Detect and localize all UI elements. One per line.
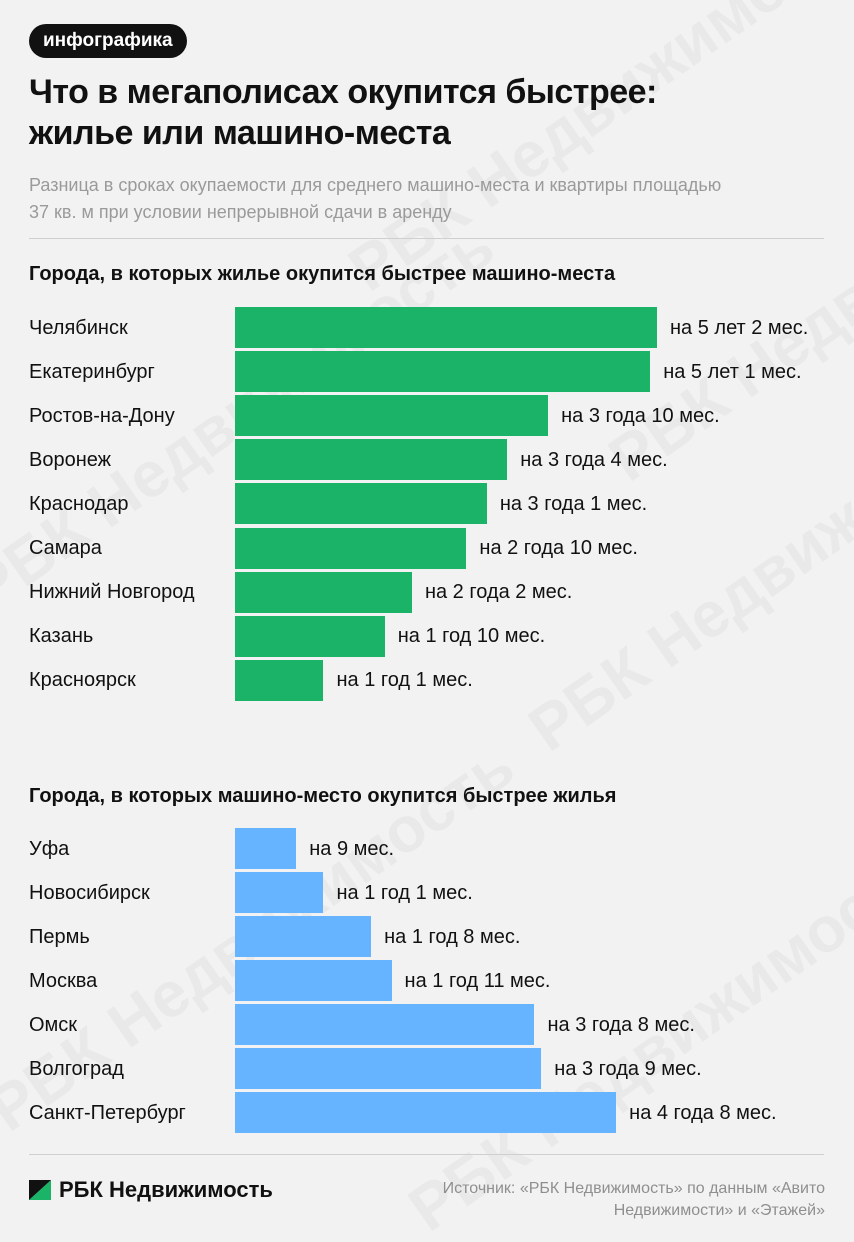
brand-name: РБК Недвижимость: [59, 1177, 273, 1202]
title-line-2: жилье или машино-места: [29, 114, 451, 152]
data-label: на 3 года 10 мес.: [561, 404, 720, 427]
bar: [235, 307, 657, 348]
bar: [235, 395, 549, 437]
logo-icon: [29, 1180, 51, 1200]
subtitle-line-2: 37 кв. м при условии непрерывной сдачи в…: [29, 202, 452, 222]
bar: [235, 571, 412, 613]
data-label: на 5 лет 1 мес.: [663, 360, 802, 383]
category-label: Нижний Новгород: [29, 581, 195, 604]
data-label: на 2 года 2 мес.: [424, 581, 573, 604]
data-label: на 1 год 8 мес.: [384, 925, 521, 948]
bar: [235, 828, 297, 869]
data-label: на 3 года 1 мес.: [499, 492, 648, 515]
category-tag: инфографика: [29, 24, 187, 58]
category-label: Красноярск: [29, 669, 136, 692]
category-label: Ростов-на-Дону: [29, 404, 175, 427]
subtitle-line-1: Разница в сроках окупаемости для среднег…: [29, 175, 722, 195]
data-label: на 3 года 4 мес.: [520, 448, 668, 471]
source-note: Источник: «РБК Недвижимость» по данным «…: [395, 1178, 825, 1222]
category-label: Самара: [29, 537, 102, 559]
data-label: на 1 год 10 мес.: [397, 625, 546, 648]
bar: [235, 960, 392, 1001]
data-label: на 3 года 9 мес.: [554, 1057, 702, 1080]
bar: [235, 615, 385, 657]
data-label: на 1 год 1 мес.: [336, 669, 473, 692]
data-label: на 9 мес.: [309, 837, 395, 860]
title-line-1: Что в мегаполисах окупится быстрее:: [29, 73, 657, 111]
category-label: Казань: [29, 625, 94, 648]
category-label: Санкт-Петербург: [29, 1101, 186, 1124]
data-label: на 5 лет 2 мес.: [670, 316, 809, 339]
brand-logo: РБК Недвижимость: [29, 1176, 273, 1204]
section-title-housing: Города, в которых жилье окупится быстрее…: [29, 263, 616, 285]
data-label: на 3 года 8 мес.: [547, 1013, 695, 1036]
category-label: Воронеж: [29, 448, 112, 471]
category-label: Уфа: [29, 837, 70, 860]
category-label: Пермь: [29, 925, 90, 948]
source-line-2: Недвижимости» и «Этажей»: [613, 1202, 825, 1219]
bar: [235, 1004, 535, 1045]
bottom-divider: [29, 1154, 824, 1155]
bar: [235, 872, 324, 913]
bar: [235, 439, 508, 481]
category-label: Москва: [29, 969, 98, 992]
page-title: Что в мегаполисах окупится быстрее: жиль…: [29, 72, 829, 154]
bar: [235, 483, 487, 525]
bar: [235, 659, 324, 701]
top-divider: [29, 238, 824, 239]
category-label: Волгоград: [29, 1057, 124, 1080]
data-label: на 1 год 1 мес.: [336, 881, 473, 904]
data-label: на 2 года 10 мес.: [479, 537, 638, 559]
category-label: Новосибирск: [29, 881, 150, 904]
bar: [235, 1048, 542, 1089]
bar: [235, 916, 372, 957]
category-label: Омск: [29, 1013, 78, 1036]
page-subtitle: Разница в сроках окупаемости для среднег…: [29, 172, 829, 226]
source-line-1: Источник: «РБК Недвижимость» по данным «…: [442, 1180, 825, 1197]
bar: [235, 527, 467, 569]
category-label: Екатеринбург: [29, 360, 155, 383]
data-label: на 4 года 8 мес.: [629, 1101, 777, 1124]
section-title-parking: Города, в которых машино-место окупится …: [29, 785, 617, 807]
bar: [235, 351, 651, 393]
data-label: на 1 год 11 мес.: [404, 969, 551, 992]
bar: [235, 1092, 617, 1133]
category-label: Челябинск: [29, 316, 128, 339]
category-label: Краснодар: [29, 492, 129, 515]
